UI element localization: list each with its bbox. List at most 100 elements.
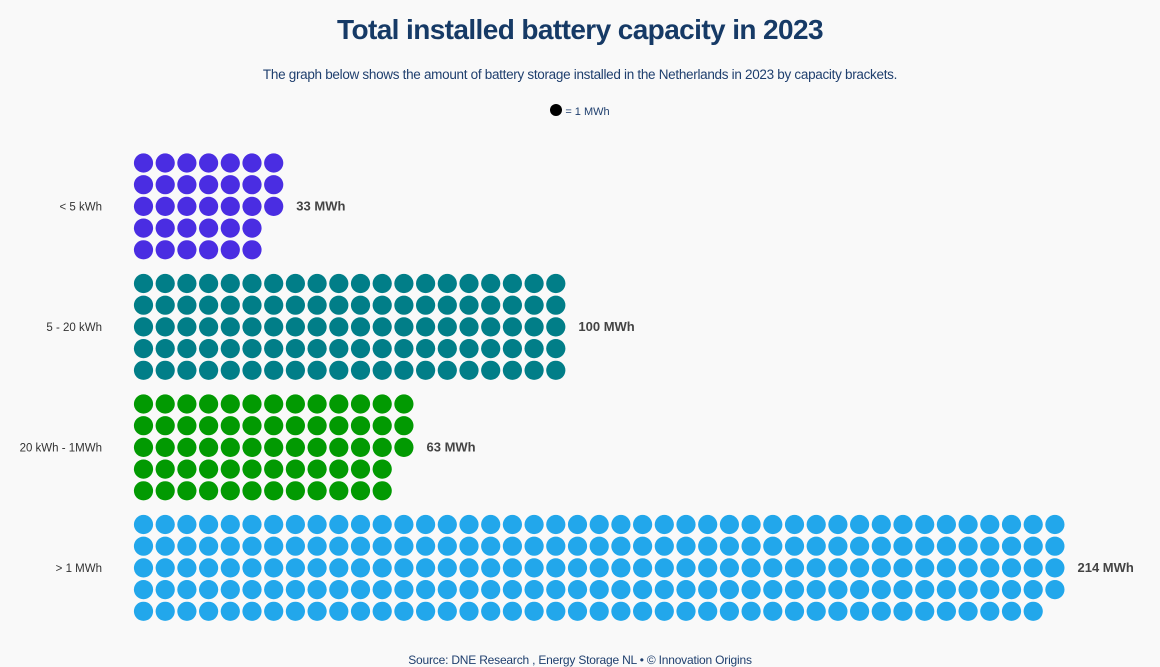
dot — [936, 601, 957, 621]
dot — [459, 360, 479, 380]
dot — [416, 580, 436, 600]
dot — [633, 536, 653, 556]
dot — [502, 317, 522, 337]
dot — [784, 514, 805, 535]
dot — [285, 536, 305, 556]
dot — [567, 514, 588, 535]
dot — [1001, 580, 1022, 600]
dot — [546, 295, 566, 315]
dot — [307, 416, 327, 436]
dot — [741, 536, 761, 556]
dot — [1045, 558, 1065, 578]
dot — [329, 394, 349, 414]
dot — [437, 514, 457, 535]
dot — [850, 536, 870, 556]
dot — [133, 459, 154, 479]
dot — [481, 360, 501, 380]
dot — [676, 558, 696, 578]
dot — [481, 558, 501, 578]
dot — [133, 558, 154, 578]
dot — [437, 558, 457, 578]
dot — [633, 580, 653, 600]
dot — [1023, 514, 1043, 535]
dot — [220, 360, 240, 380]
dot — [242, 558, 262, 578]
dot — [806, 536, 826, 556]
dot — [502, 360, 522, 380]
dot — [242, 295, 262, 315]
source-note: Source: DNE Research , Energy Storage NL… — [408, 653, 752, 667]
dot — [437, 601, 457, 621]
dot — [589, 601, 609, 621]
dot — [264, 273, 284, 294]
dot — [459, 514, 479, 535]
dot — [307, 459, 327, 479]
dot — [177, 416, 197, 436]
dot — [1023, 558, 1043, 578]
dot — [936, 580, 957, 600]
dot — [264, 317, 284, 337]
dot — [394, 558, 414, 578]
dot — [285, 459, 305, 479]
legend-label: = 1 MWh — [565, 106, 610, 118]
dot — [133, 295, 154, 315]
dot — [220, 295, 240, 315]
dot — [133, 601, 154, 621]
dot — [220, 580, 240, 600]
dot — [199, 416, 219, 436]
dot — [459, 295, 479, 315]
dot — [437, 360, 457, 380]
dot — [133, 437, 154, 457]
dot — [220, 175, 240, 195]
dot — [242, 416, 262, 436]
dot — [242, 153, 262, 173]
dot — [242, 273, 262, 294]
dot — [394, 536, 414, 556]
dot — [155, 175, 175, 195]
dot — [394, 437, 414, 457]
dot — [698, 580, 718, 600]
dot — [698, 514, 718, 535]
dot — [372, 295, 392, 315]
dot — [242, 580, 262, 600]
dot — [285, 601, 305, 621]
dot — [155, 481, 175, 501]
dot — [502, 601, 522, 621]
dot — [567, 558, 588, 578]
dot — [242, 536, 262, 556]
dot — [242, 240, 262, 260]
dot — [155, 196, 175, 216]
dot — [763, 580, 783, 600]
dot — [199, 153, 219, 173]
dot — [654, 558, 674, 578]
dot — [1023, 580, 1043, 600]
dot — [654, 536, 674, 556]
dot — [524, 601, 544, 621]
dot — [220, 317, 240, 337]
dot — [350, 481, 371, 501]
dot — [828, 601, 848, 621]
dot — [133, 218, 154, 238]
dot — [372, 317, 392, 337]
dot — [220, 394, 240, 414]
dot — [372, 437, 392, 457]
dot — [329, 295, 349, 315]
dot — [481, 536, 501, 556]
dot — [350, 514, 371, 535]
dot — [242, 360, 262, 380]
dot — [155, 317, 175, 337]
dot — [307, 437, 327, 457]
dot — [155, 601, 175, 621]
dot — [416, 601, 436, 621]
dot — [242, 459, 262, 479]
dot — [524, 360, 544, 380]
dot — [850, 580, 870, 600]
dot — [220, 196, 240, 216]
dot — [264, 339, 284, 359]
dot — [350, 339, 371, 359]
dot — [416, 339, 436, 359]
dot — [416, 536, 436, 556]
dot — [242, 339, 262, 359]
dot — [1001, 536, 1022, 556]
dot — [155, 295, 175, 315]
